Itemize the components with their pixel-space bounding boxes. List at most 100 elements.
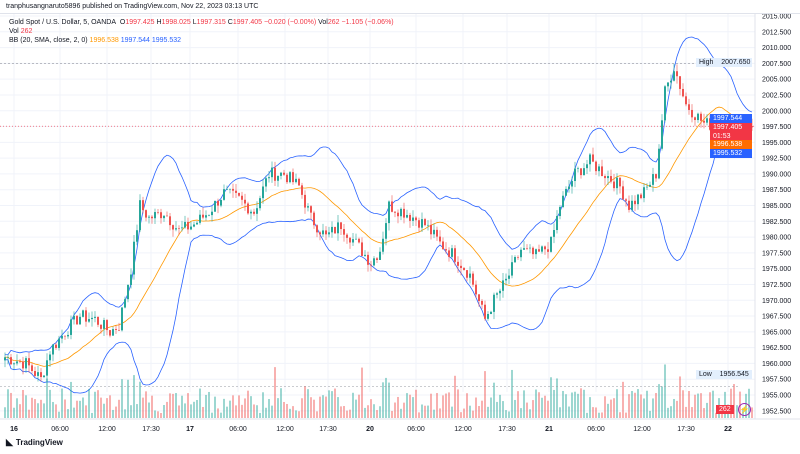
volume-bar <box>490 397 492 418</box>
logo-icon: ◣ <box>6 437 13 447</box>
lightning-icon[interactable]: ⚡ <box>738 403 751 416</box>
candle-body <box>127 284 129 300</box>
candle-body <box>40 372 42 378</box>
candle-body <box>199 214 201 223</box>
chart-area[interactable]: 2015.000 2012.500 2010.000 2007.500 2005.000… <box>0 13 800 454</box>
candle-body <box>634 200 636 205</box>
volume-bar <box>670 406 672 418</box>
volume-bar <box>232 395 234 418</box>
volume-bar <box>520 408 522 418</box>
volume-bar <box>439 408 441 418</box>
candle-body <box>607 176 609 179</box>
tradingview-logo[interactable]: ◣ TradingView <box>6 437 63 447</box>
volume-bar <box>76 400 78 418</box>
volume-bar <box>178 405 180 418</box>
volume-bar <box>751 407 753 418</box>
candle-body <box>547 249 549 252</box>
candle-body <box>625 199 627 201</box>
volume-bar <box>157 411 159 418</box>
time-tick: 12:00 <box>633 426 651 433</box>
volume-bar <box>172 393 174 418</box>
candle-body <box>697 113 699 121</box>
candle-body <box>115 329 117 330</box>
volume-bar <box>118 399 120 418</box>
candle-body <box>646 186 648 188</box>
volume-bar <box>514 399 516 418</box>
volume-bar <box>310 397 312 418</box>
candle-body <box>538 249 540 252</box>
volume-bar <box>322 395 324 418</box>
volume-bar <box>502 401 504 418</box>
candle-body <box>322 230 324 235</box>
price-tick: 2010.000 <box>762 45 791 52</box>
volume-bar <box>358 394 360 418</box>
volume-bar <box>214 396 216 418</box>
volume-bar <box>304 386 306 418</box>
candle-body <box>481 300 483 305</box>
candle-body <box>310 206 312 213</box>
candle-body <box>214 200 216 212</box>
candle-body <box>628 200 630 210</box>
volume-bar <box>220 412 222 418</box>
candle-body <box>289 172 291 183</box>
candle-body <box>265 178 267 187</box>
candle-body <box>229 188 231 190</box>
volume-bar <box>13 407 15 418</box>
candle-body <box>706 118 708 123</box>
candle-body <box>379 251 381 260</box>
candle-body <box>685 96 687 105</box>
time-tick: 17:30 <box>142 426 160 433</box>
volume-bar <box>493 382 495 418</box>
volume-bar <box>343 406 345 418</box>
volume-bar <box>454 375 456 418</box>
volume-bar <box>166 401 168 418</box>
volume-bar <box>601 412 603 418</box>
candle-body <box>427 224 429 226</box>
volume-bar <box>607 403 609 418</box>
volume-bar <box>688 390 690 418</box>
volume-bar <box>217 408 219 418</box>
candle-body <box>637 194 639 205</box>
candle-body <box>337 222 339 234</box>
volume-bar <box>346 410 348 418</box>
price-tick: 1977.500 <box>762 250 791 257</box>
candle-body <box>640 194 642 199</box>
volume-bar <box>61 388 63 418</box>
candle-body <box>256 208 258 214</box>
volume-bar <box>82 397 84 418</box>
bb-basis-line <box>4 106 753 367</box>
time-tick: 06:00 <box>229 426 247 433</box>
bb-basis-badge: 1996.538 <box>710 140 752 149</box>
price-tick: 1995.000 <box>762 140 791 147</box>
volume-bar <box>478 406 480 418</box>
candle-body <box>262 186 264 199</box>
volume-bar <box>568 406 570 418</box>
candle-body <box>520 249 522 258</box>
candle-body <box>130 274 132 285</box>
volume-bar <box>391 410 393 418</box>
candle-body <box>412 217 414 221</box>
volume-bar <box>397 396 399 418</box>
volume-bar <box>115 406 117 418</box>
volume-bar <box>64 399 66 418</box>
candle-body <box>613 181 615 189</box>
candle-body <box>70 319 72 335</box>
candle-body <box>52 344 54 355</box>
volume-bar <box>328 390 330 418</box>
candle-body <box>418 220 420 228</box>
volume-bar <box>112 409 114 418</box>
volume-bar <box>244 398 246 418</box>
candle-body <box>118 329 120 331</box>
volume-bar <box>712 390 714 418</box>
candle-body <box>208 215 210 216</box>
candle-body <box>397 212 399 217</box>
candle-body <box>643 187 645 199</box>
volume-bar <box>637 389 639 418</box>
candle-body <box>61 335 63 339</box>
candle-body <box>163 215 165 219</box>
volume-bar <box>349 409 351 418</box>
volume-bar <box>40 399 42 418</box>
chart-canvas[interactable]: 2015.000 2012.500 2010.000 2007.500 2005.000… <box>0 14 800 454</box>
candle-body <box>478 294 480 301</box>
candle-body <box>283 172 285 175</box>
